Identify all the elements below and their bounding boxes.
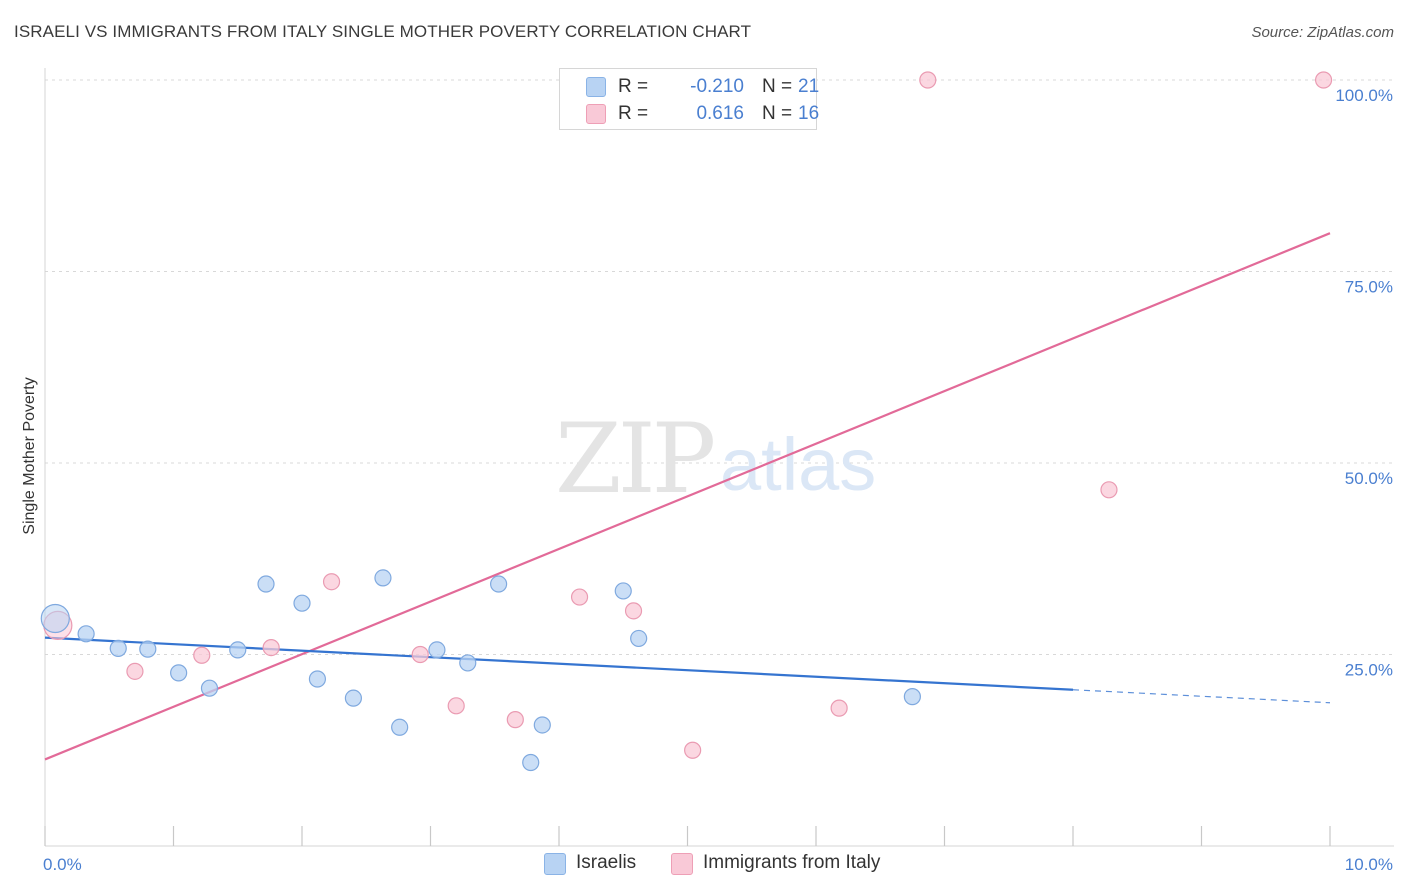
legend-r-label: R = bbox=[618, 76, 649, 97]
bottom-legend-swatch-italy bbox=[671, 853, 693, 875]
data-point-israelis bbox=[109, 639, 127, 657]
data-point-israelis bbox=[428, 641, 446, 659]
watermark-zip: ZIP bbox=[555, 403, 714, 515]
data-point-israelis bbox=[630, 629, 648, 648]
x-tick-label: 0.0% bbox=[43, 855, 82, 874]
legend-swatch-israelis bbox=[586, 77, 606, 97]
data-point-italy bbox=[919, 71, 937, 89]
bottom-legend-swatch-israelis bbox=[544, 853, 566, 875]
data-point-italy bbox=[624, 602, 643, 620]
legend-swatch-italy bbox=[586, 104, 606, 124]
watermark-atlas: atlas bbox=[720, 423, 876, 506]
data-point-israelis bbox=[614, 582, 632, 600]
watermark: ZIP atlas bbox=[555, 403, 876, 515]
bottom-legend-label-israelis: Israelis bbox=[576, 852, 637, 873]
chart-title: ISRAELI VS IMMIGRANTS FROM ITALY SINGLE … bbox=[14, 22, 752, 41]
y-tick-label: 25.0% bbox=[1345, 661, 1393, 680]
data-point-israelis bbox=[522, 753, 540, 772]
data-point-israelis bbox=[391, 718, 409, 736]
data-point-italy bbox=[1100, 481, 1118, 499]
data-point-italy bbox=[1314, 71, 1333, 89]
legend-n-label: N = bbox=[762, 76, 793, 97]
data-point-italy bbox=[126, 662, 144, 680]
data-point-israelis bbox=[229, 641, 247, 659]
y-tick-label: 75.0% bbox=[1345, 278, 1393, 297]
data-point-israelis bbox=[293, 594, 311, 612]
legend-r-label: R = bbox=[618, 103, 649, 124]
data-point-italy bbox=[830, 699, 848, 717]
x-tick-label: 10.0% bbox=[1345, 855, 1393, 874]
data-point-italy bbox=[570, 588, 589, 606]
data-point-italy bbox=[193, 646, 211, 664]
data-point-italy bbox=[411, 645, 429, 664]
axis-layer: 25.0% 50.0% 75.0% 100.0% 0.0% 10.0% bbox=[43, 68, 1394, 874]
data-point-israelis bbox=[257, 575, 275, 593]
data-point-italy bbox=[447, 697, 465, 715]
legend-n-label: N = bbox=[762, 103, 793, 124]
data-point-israelis bbox=[490, 575, 508, 593]
data-point-israelis bbox=[308, 670, 327, 688]
data-point-italy bbox=[262, 639, 280, 657]
data-point-israelis bbox=[374, 569, 392, 587]
data-point-israelis bbox=[40, 603, 70, 634]
source-label: Source: ZipAtlas.com bbox=[1251, 24, 1394, 41]
data-point-israelis bbox=[170, 664, 188, 682]
y-tick-label: 100.0% bbox=[1335, 86, 1393, 105]
trend-line-israelis-extension bbox=[1072, 689, 1331, 704]
data-point-israelis bbox=[139, 640, 157, 658]
point-layer bbox=[40, 71, 1333, 772]
legend-r-value-italy: 0.616 bbox=[696, 103, 744, 124]
data-point-israelis bbox=[533, 716, 551, 734]
data-point-italy bbox=[506, 711, 524, 729]
data-point-israelis bbox=[459, 654, 477, 672]
data-point-italy bbox=[322, 573, 341, 591]
data-point-israelis bbox=[200, 679, 219, 697]
grid-layer bbox=[45, 79, 1394, 655]
data-point-israelis bbox=[344, 689, 362, 707]
y-axis-title: Single Mother Poverty bbox=[21, 377, 38, 534]
trend-line-israelis bbox=[44, 636, 1074, 691]
legend-r-value-israelis: -0.210 bbox=[690, 76, 744, 97]
correlation-legend: R = -0.210 N = 21 R = 0.616 N = 16 bbox=[559, 68, 820, 130]
legend-n-value-italy: 16 bbox=[798, 103, 820, 124]
data-point-israelis bbox=[77, 625, 95, 643]
data-point-italy bbox=[684, 741, 702, 759]
data-point-israelis bbox=[903, 688, 921, 706]
y-tick-label: 50.0% bbox=[1345, 469, 1393, 488]
legend-n-value-israelis: 21 bbox=[798, 76, 820, 97]
trend-line-italy bbox=[44, 232, 1331, 761]
bottom-legend-label-italy: Immigrants from Italy bbox=[703, 852, 881, 873]
trend-layer bbox=[44, 232, 1331, 761]
